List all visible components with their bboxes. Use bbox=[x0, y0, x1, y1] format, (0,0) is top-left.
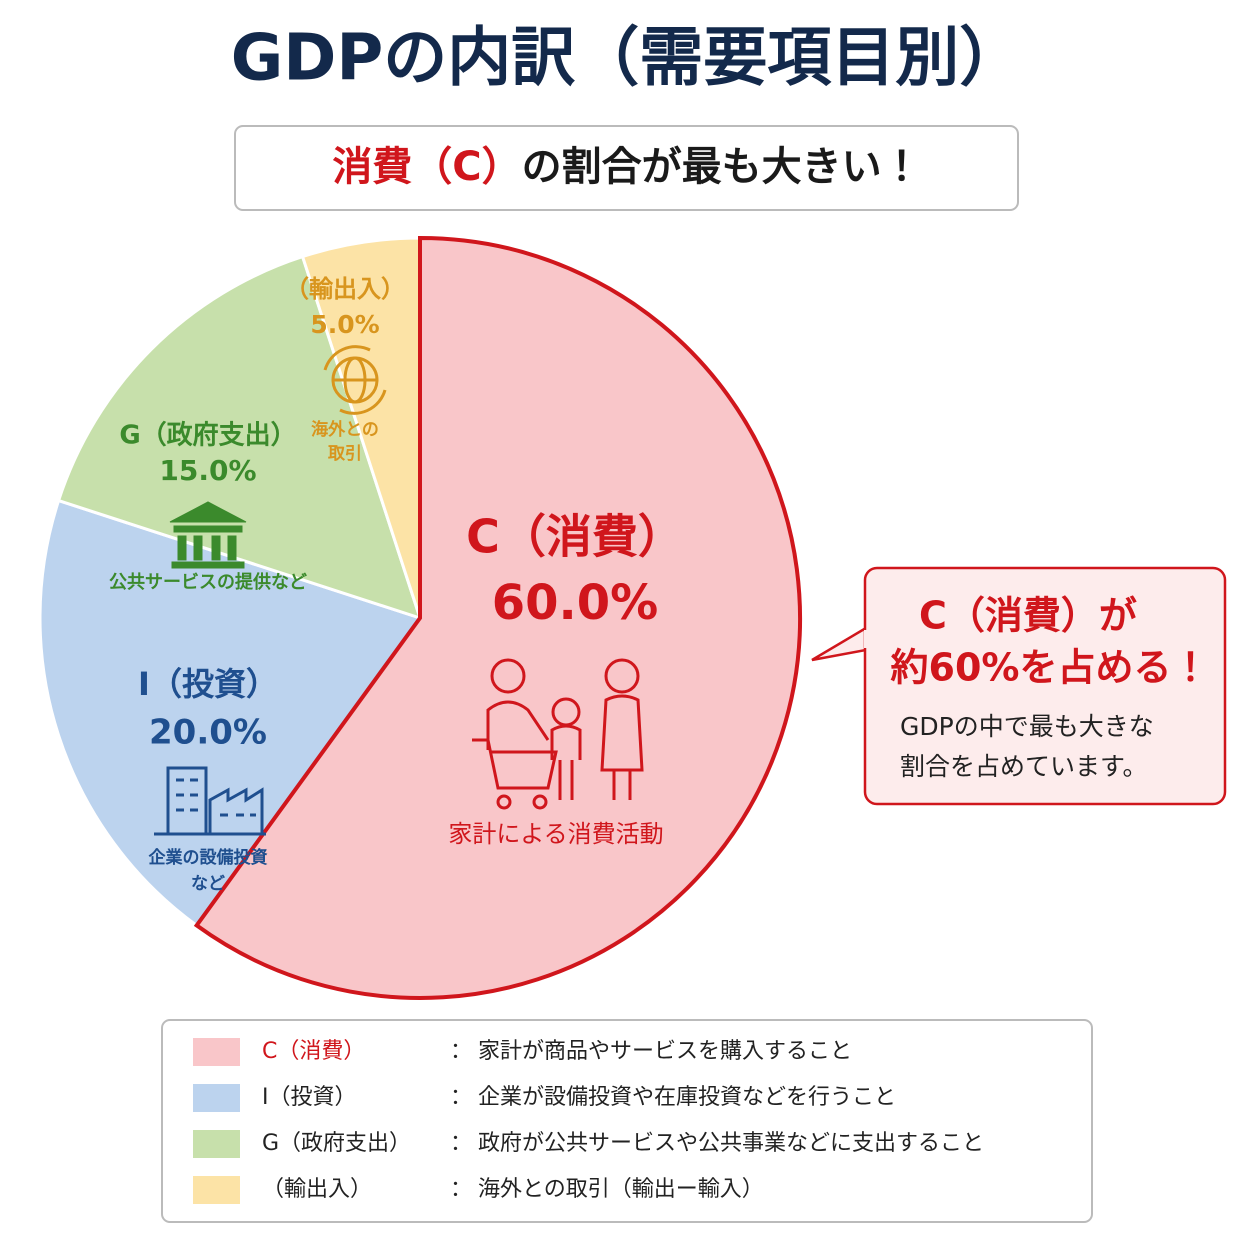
legend-swatch bbox=[193, 1038, 240, 1066]
pie bbox=[38, 235, 802, 1000]
legend-label: G（政府支出） bbox=[262, 1131, 411, 1156]
legend-swatch bbox=[193, 1130, 240, 1158]
subtitle-box bbox=[234, 125, 1019, 211]
callout-box bbox=[863, 566, 1227, 806]
subtitle: 消費（C）の割合が最も大きい！ bbox=[332, 144, 921, 190]
pie-slice bbox=[38, 498, 423, 928]
icon-factory bbox=[154, 766, 266, 836]
legend-separator: ： bbox=[450, 1039, 472, 1064]
slice-description: 取引 bbox=[328, 444, 362, 464]
slice-name: C（消費） bbox=[466, 510, 684, 564]
legend-separator: ： bbox=[450, 1177, 472, 1202]
slice-value: 20.0% bbox=[149, 713, 267, 753]
legend-separator: ： bbox=[450, 1131, 472, 1156]
subtitle-highlight: 消費（C） bbox=[332, 144, 521, 190]
slice-name: G（政府支出） bbox=[119, 420, 296, 451]
legend-separator: ： bbox=[450, 1085, 472, 1110]
slice-description: 家計による消費活動 bbox=[448, 820, 663, 848]
callout-pointer bbox=[811, 625, 868, 662]
callout-heading: 約60%を占める！ bbox=[891, 646, 1210, 690]
callout-body: 割合を占めています。 bbox=[900, 752, 1148, 781]
icon-globe bbox=[323, 345, 387, 415]
pie-slice bbox=[56, 254, 423, 621]
legend-description: 海外との取引（輸出ー輸入） bbox=[478, 1177, 764, 1202]
legend-description: 家計が商品やサービスを購入すること bbox=[478, 1039, 852, 1064]
legend-swatch bbox=[193, 1176, 240, 1204]
legend-swatch bbox=[193, 1084, 240, 1112]
slice-value: 5.0% bbox=[310, 310, 379, 339]
legend-box bbox=[161, 1019, 1093, 1223]
legend-description: 企業が設備投資や在庫投資などを行うこと bbox=[478, 1085, 896, 1110]
slice-description: 海外との bbox=[311, 419, 379, 440]
slice-description: 企業の設備投資 bbox=[149, 847, 268, 868]
slice-name: （輸出入） bbox=[285, 275, 405, 303]
pie-slice bbox=[193, 235, 802, 1000]
legend-description: 政府が公共サービスや公共事業などに支出すること bbox=[478, 1131, 984, 1156]
legend-label: （輸出入） bbox=[262, 1177, 372, 1202]
chart-title: GDPの内訳（需要項目別） bbox=[231, 22, 1024, 96]
slice-value: 60.0% bbox=[492, 575, 659, 631]
legend-label: I（投資） bbox=[262, 1085, 357, 1110]
callout-body: GDPの中で最も大きな bbox=[900, 712, 1154, 741]
slice-description: 公共サービスの提供など bbox=[109, 571, 307, 593]
legend-label: C（消費） bbox=[262, 1039, 365, 1064]
subtitle-text: の割合が最も大きい！ bbox=[522, 144, 922, 190]
slice-value: 15.0% bbox=[159, 454, 256, 487]
icon-family bbox=[472, 658, 644, 810]
slice-name: I（投資） bbox=[138, 665, 278, 703]
legend: C（消費）：家計が商品やサービスを購入することI（投資）：企業が設備投資や在庫投… bbox=[193, 1038, 984, 1204]
icon-government bbox=[169, 501, 247, 569]
slice-description: など bbox=[191, 874, 225, 894]
callout-heading: C（消費）が bbox=[919, 594, 1137, 638]
